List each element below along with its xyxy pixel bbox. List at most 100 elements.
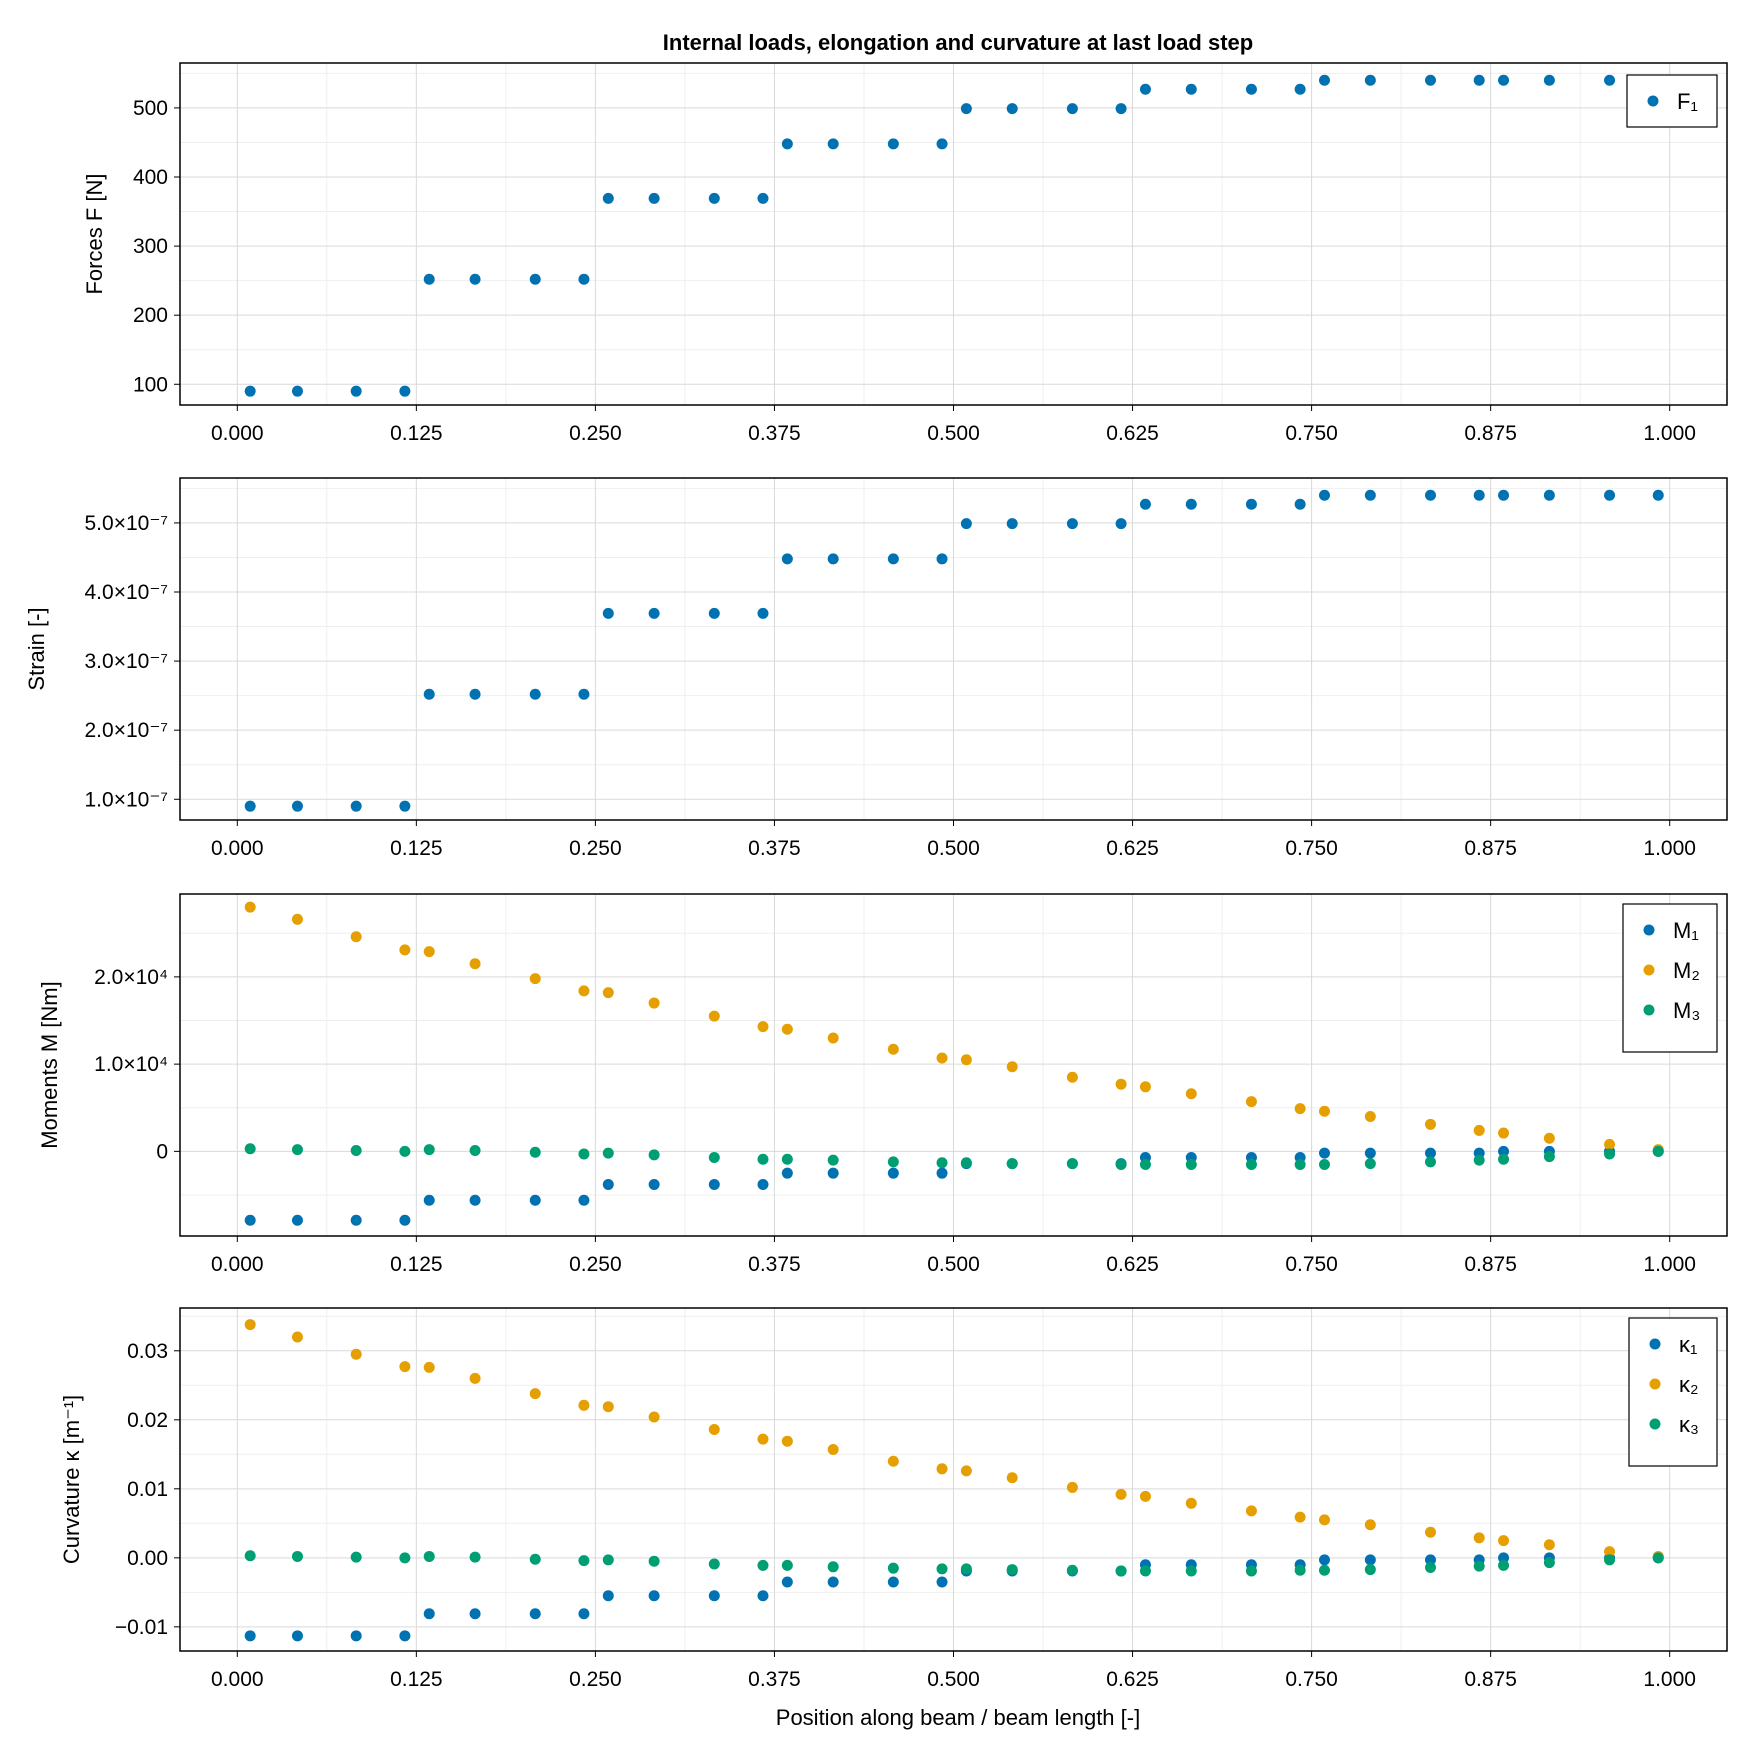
data-point — [469, 1194, 481, 1206]
data-point — [423, 1361, 435, 1373]
data-point — [469, 273, 481, 285]
data-point — [1424, 1156, 1436, 1168]
data-point — [1139, 83, 1151, 95]
legend-label: κ₁ — [1679, 1332, 1697, 1357]
x-tick-label: 0.375 — [748, 422, 801, 445]
data-point — [350, 1551, 362, 1563]
y-tick-label: 5.0×10⁻⁷ — [85, 512, 169, 535]
data-point — [887, 138, 899, 150]
x-tick-label: 0.250 — [569, 837, 622, 860]
data-point — [399, 1214, 411, 1226]
data-point — [708, 1179, 720, 1191]
data-point — [1066, 1158, 1078, 1170]
x-tick-label: 0.625 — [1106, 1668, 1159, 1691]
legend-label: M₂ — [1673, 958, 1700, 983]
data-point — [244, 1319, 256, 1331]
legend-marker — [1649, 1418, 1661, 1430]
data-point — [1543, 489, 1555, 501]
data-point — [350, 1145, 362, 1156]
data-point — [291, 800, 303, 812]
data-point — [1115, 518, 1127, 530]
data-point — [1294, 1564, 1306, 1576]
x-tick-label: 0.625 — [1106, 837, 1159, 860]
data-point — [936, 1052, 948, 1064]
legend-label: M₃ — [1673, 998, 1700, 1023]
series-1 — [244, 1552, 1664, 1642]
data-point — [648, 1590, 660, 1602]
x-tick-label: 0.500 — [927, 1253, 980, 1276]
data-point — [399, 385, 411, 397]
data-point — [1424, 1118, 1436, 1130]
data-point — [960, 1157, 972, 1169]
data-point — [1652, 489, 1664, 501]
legend-marker — [1647, 95, 1659, 107]
y-tick-label: 2.0×10⁴ — [94, 966, 168, 989]
data-point — [1604, 74, 1616, 86]
data-point — [1543, 1132, 1555, 1144]
data-point — [1498, 489, 1510, 501]
data-point — [529, 273, 541, 285]
legend-label: κ₂ — [1679, 1372, 1699, 1397]
data-point — [469, 688, 481, 700]
data-point — [1185, 1088, 1197, 1100]
x-tick-label: 0.750 — [1285, 1668, 1338, 1691]
x-tick-label: 0.875 — [1464, 837, 1517, 860]
data-point — [887, 1043, 899, 1055]
data-point — [1139, 1158, 1151, 1170]
data-point — [1066, 103, 1078, 115]
y-tick-label: 4.0×10⁻⁷ — [85, 581, 169, 604]
series-3 — [244, 1143, 1664, 1170]
legend-marker — [1643, 924, 1655, 936]
x-tick-label: 0.875 — [1464, 422, 1517, 445]
legend: F₁ — [1626, 74, 1718, 128]
data-point — [1604, 1546, 1616, 1558]
plot-frame — [179, 62, 1728, 406]
y-tick-label: 200 — [133, 304, 168, 327]
legend: M₁ M₂ M₃ — [1622, 903, 1718, 1053]
x-tick-label: 0.125 — [390, 1668, 443, 1691]
data-point — [936, 553, 948, 565]
data-point — [827, 1032, 839, 1044]
data-point — [708, 607, 720, 619]
data-point — [1185, 1158, 1197, 1170]
data-point — [578, 1555, 590, 1567]
data-point — [1318, 1105, 1330, 1117]
y-tick-label: 0.02 — [127, 1409, 168, 1432]
x-tick-label: 0.500 — [927, 837, 980, 860]
data-point — [1006, 1061, 1018, 1073]
data-point — [529, 973, 541, 985]
legend-box — [1628, 1317, 1718, 1467]
data-point — [648, 1179, 660, 1191]
data-point — [1424, 489, 1436, 501]
data-point — [781, 1023, 793, 1035]
data-point — [399, 1361, 411, 1373]
data-point — [887, 1455, 899, 1467]
data-point — [1604, 1138, 1616, 1150]
subplot-1: 0.000 0.125 0.250 0.375 0.500 0.625 0.750 0.875… — [82, 62, 1728, 445]
subplot-3: 0.000 0.125 0.250 0.375 0.500 0.625 0.750 0.875… — [37, 893, 1728, 1276]
data-point — [1318, 74, 1330, 86]
data-point — [1473, 1124, 1485, 1136]
legend-box — [1626, 74, 1718, 128]
legend-label: F₁ — [1677, 89, 1698, 114]
data-point — [827, 553, 839, 565]
data-point — [291, 1630, 303, 1642]
series-1 — [244, 1145, 1664, 1226]
x-tick-label: 1.000 — [1643, 837, 1696, 860]
data-point — [887, 553, 899, 565]
data-point — [1543, 1151, 1555, 1163]
data-point — [423, 1608, 435, 1620]
y-tick-label: 0 — [156, 1140, 168, 1163]
data-point — [1006, 1564, 1018, 1576]
data-point — [1245, 498, 1257, 510]
data-point — [1473, 1560, 1485, 1572]
x-tick-label: 1.000 — [1643, 422, 1696, 445]
data-point — [1139, 498, 1151, 510]
data-point — [708, 1558, 720, 1570]
legend: κ₁ κ₂ κ₃ — [1628, 1317, 1718, 1467]
data-point — [1498, 1145, 1510, 1157]
data-point — [708, 192, 720, 204]
y-axis-label: Moments M [Nm] — [37, 981, 62, 1148]
x-tick-label: 0.750 — [1285, 1253, 1338, 1276]
